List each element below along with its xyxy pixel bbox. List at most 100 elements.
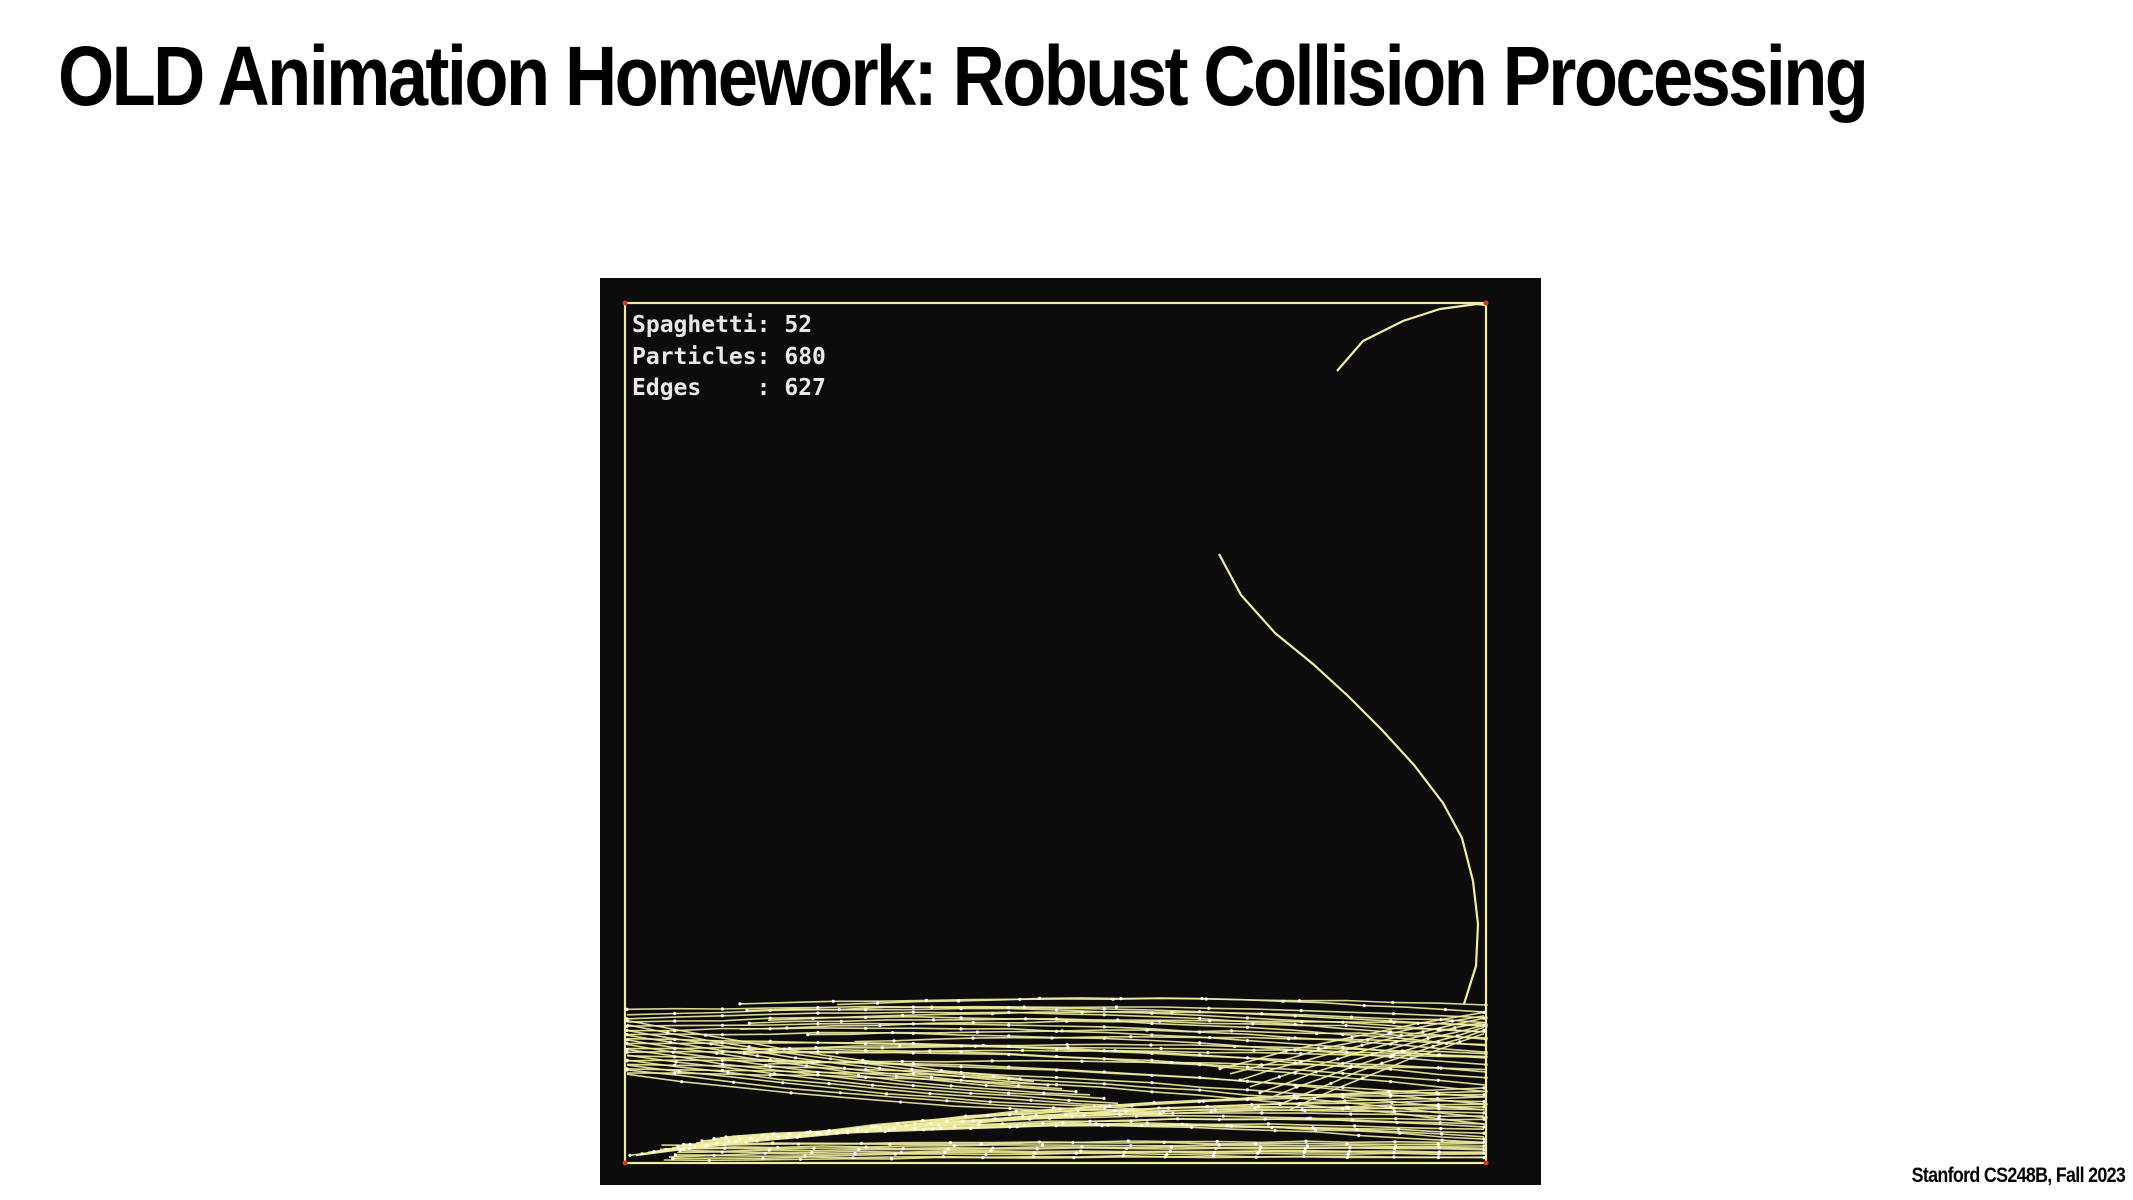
particle-node [1362,1004,1366,1008]
particle-node [1345,1142,1349,1146]
stat-particles-value: 680 [784,343,826,370]
particle-node [1037,1140,1041,1144]
particle-node [1250,1103,1254,1107]
particle-node [911,1042,915,1046]
particle-node [1298,1102,1302,1106]
particle-node [1054,1075,1059,1080]
particle-node [1198,1030,1202,1034]
particle-node [1260,1012,1264,1016]
particle-node [939,1126,943,1130]
particle-node [1341,1107,1345,1111]
particle-node [1134,1114,1138,1118]
particle-node [681,1147,685,1151]
particle-node [745,1008,749,1013]
particle-node [1150,1081,1154,1085]
particle-node [911,1084,915,1088]
particle-node [1293,1071,1297,1075]
particle-node [1200,996,1204,1001]
simulation-canvas [622,300,1489,1166]
particle-node [1482,1028,1486,1032]
particle-node [816,1022,820,1026]
particle-node [978,1120,982,1124]
particle-node [959,1078,963,1082]
particle-node [979,1142,983,1146]
particle-node [1051,1106,1055,1110]
particle-node [913,1122,917,1126]
particle-node [788,1046,792,1050]
particle-node [704,1033,708,1037]
particle-node [1066,1046,1070,1050]
particle-node [1348,1149,1352,1153]
particle-node [1303,1146,1307,1151]
particle-node [1482,1086,1486,1090]
particle-node [768,1008,772,1013]
particle-node [1393,1140,1397,1144]
noodle-strand [626,1011,1487,1041]
particle-node [1394,1117,1398,1121]
particle-node [1102,1057,1106,1061]
particle-node [1125,1146,1129,1150]
particle-node [1007,1006,1011,1010]
particle-node [1295,1085,1299,1089]
particle-node [673,1037,677,1041]
particle-node [1054,1068,1059,1072]
particle-node [864,1015,868,1020]
particle-node [1293,1036,1297,1040]
particle-node [837,1007,841,1012]
particle-node [1074,1151,1079,1155]
noodle-strand [725,1122,1485,1140]
particle-node [1345,1155,1349,1160]
particle-node [677,1070,681,1074]
particle-node [1213,1108,1217,1112]
stat-particles: Particles: 680 [632,342,826,374]
noodle-strand [743,1045,1487,1058]
particle-node [816,1073,820,1077]
particle-node [1054,1008,1059,1012]
noodle-strand [626,1059,1133,1107]
particle-node [1482,1093,1486,1097]
particle-node [984,1083,988,1087]
particle-nodes [625,996,1488,1162]
particle-node [1436,1028,1440,1032]
particle-node [1008,1125,1012,1129]
particle-node [898,1100,903,1104]
particle-node [715,1141,719,1145]
particle-node [930,1127,934,1131]
particle-node [1169,1145,1173,1149]
particle-node [720,1050,724,1054]
particle-node [1482,1148,1486,1152]
particle-node [1436,1156,1440,1160]
particle-node [1198,1053,1202,1057]
slide-title: OLD Animation Homework: Robust Collision… [58,29,1869,123]
particle-node [1058,1107,1062,1111]
noodle-pile [626,997,1487,1162]
particle-node [1070,1114,1074,1118]
particle-node [1145,1121,1149,1125]
particle-node [1273,1129,1277,1133]
particle-node [781,1081,785,1085]
particle-node [742,1051,746,1055]
particle-node [720,1041,724,1045]
particle-node [1302,1150,1306,1154]
particle-node [723,1146,727,1150]
particle-node [1035,1147,1039,1151]
particle-node [1054,1083,1059,1087]
particle-node [1305,1144,1309,1148]
particle-node [1343,1099,1347,1103]
particle-node [911,1005,915,1009]
particle-node [1150,1090,1154,1094]
particle-node [724,1135,728,1139]
particle-node [971,1036,975,1040]
particle-node [864,1026,868,1030]
particle-node [911,1051,915,1055]
particle-node [1245,1025,1249,1029]
particle-node [810,1150,814,1155]
particle-node [964,1114,968,1118]
particle-node [625,1050,629,1054]
particle-node [1336,1057,1340,1061]
particle-node [929,1075,934,1079]
particle-node [1258,1091,1262,1095]
container-box [623,301,1488,1165]
particle-node [625,1019,629,1023]
particle-node [1064,1113,1068,1117]
